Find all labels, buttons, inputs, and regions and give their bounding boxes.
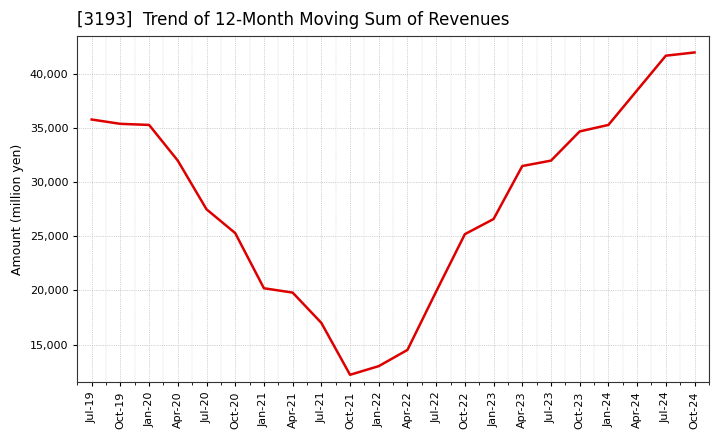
Text: [3193]  Trend of 12-Month Moving Sum of Revenues: [3193] Trend of 12-Month Moving Sum of R… <box>77 11 510 29</box>
Y-axis label: Amount (million yen): Amount (million yen) <box>11 144 24 275</box>
